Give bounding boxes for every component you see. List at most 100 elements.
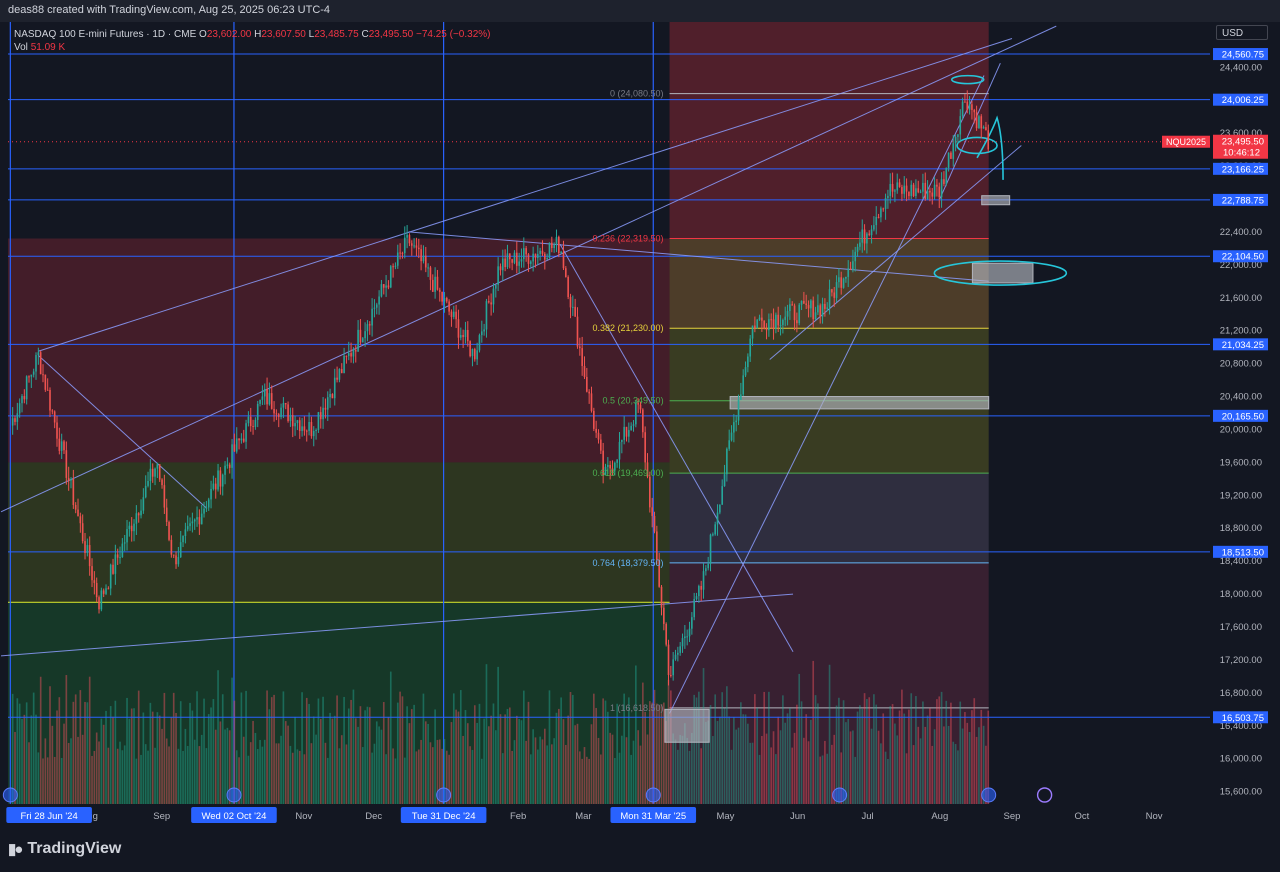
volume-bar: [289, 745, 292, 804]
volume-bar: [270, 697, 273, 804]
candle-body: [793, 305, 796, 321]
event-marker-icon[interactable]: [645, 787, 661, 803]
date-highlight-badge: [400, 807, 487, 823]
volume-bar: [985, 745, 987, 804]
volume-bar: [354, 718, 357, 804]
event-marker-icon[interactable]: [832, 787, 848, 803]
volume-bar: [72, 701, 75, 804]
volume-bar: [277, 743, 280, 804]
volume-bar: [184, 728, 187, 804]
date-highlight-text: Wed 02 Oct '24: [201, 811, 266, 822]
volume-bar: [593, 693, 595, 804]
currency-selector[interactable]: USD: [1216, 25, 1268, 40]
price-tick: 23,600.00: [1220, 128, 1262, 139]
candle-body: [681, 638, 684, 647]
volume-bar: [294, 716, 296, 804]
volume-bar: [51, 725, 54, 804]
candle-body: [296, 420, 299, 424]
candle-body: [81, 523, 84, 542]
candle-body: [938, 186, 941, 198]
volume-bar: [217, 670, 219, 804]
volume-bar: [462, 735, 464, 804]
volume-bar: [247, 755, 250, 804]
volume-bar: [109, 706, 112, 804]
event-marker-icon[interactable]: [2, 787, 18, 803]
event-marker-icon[interactable]: [981, 787, 997, 803]
candle-body: [427, 267, 429, 269]
candle-body: [695, 596, 698, 600]
candle-body: [543, 253, 546, 260]
volume-bar: [691, 732, 693, 804]
volume-bar: [749, 742, 752, 804]
candle-body: [420, 249, 422, 262]
volume-bar: [721, 692, 724, 804]
price-tick: 20,800.00: [1220, 359, 1262, 370]
price-chart[interactable]: 0 (24,080.50) 0.236 (22,319.50) 0.382 (21,…: [0, 22, 1280, 826]
volume-bar: [168, 746, 170, 804]
volume-bar: [866, 699, 868, 804]
candle-body: [586, 376, 588, 392]
price-tick: 15,600.00: [1220, 787, 1262, 798]
candle-body: [756, 319, 759, 329]
candle-body: [490, 302, 492, 305]
volume-bar: [156, 712, 159, 804]
candle-body: [828, 289, 831, 308]
candle-body: [600, 439, 602, 451]
volume-bar: [723, 708, 726, 804]
volume-bar: [296, 749, 299, 804]
trend-line: [38, 37, 1013, 352]
candle-body: [14, 418, 16, 422]
brand-name: TradingView: [27, 840, 122, 857]
volume-bar: [880, 743, 882, 804]
volume-bar: [497, 666, 499, 804]
candle-body: [805, 303, 808, 306]
candle-body: [583, 365, 586, 377]
candle-body: [954, 136, 957, 144]
volume-bar: [121, 750, 124, 804]
candle-body: [198, 517, 201, 525]
candle-body: [364, 331, 366, 339]
candle-body: [119, 557, 121, 559]
candle-body: [60, 441, 63, 451]
volume-bar: [555, 712, 558, 804]
candle-body: [642, 409, 644, 433]
candle-body: [740, 394, 742, 400]
candle-body: [93, 580, 96, 583]
candle-body: [44, 374, 47, 390]
level-badge-text: 21,034.25: [1222, 340, 1264, 351]
candle-body: [102, 590, 105, 594]
volume-bar: [817, 703, 819, 804]
volume-bar: [240, 692, 243, 804]
candle-body: [833, 292, 836, 298]
volume-bar: [625, 737, 628, 804]
volume-bar: [490, 715, 492, 804]
volume-bar: [791, 747, 794, 804]
candle-body: [32, 371, 35, 375]
left-zone-band: [8, 238, 670, 463]
candle-body: [116, 554, 119, 558]
volume-bar: [730, 749, 733, 804]
volume-bar: [431, 747, 434, 804]
trend-line: [669, 75, 985, 714]
candle-body: [98, 597, 100, 610]
price-tick: 16,400.00: [1220, 721, 1262, 732]
event-marker-icon[interactable]: [436, 787, 452, 803]
volume-bar: [466, 723, 469, 804]
volume-bar: [800, 701, 803, 804]
candle-body: [536, 253, 539, 258]
volume-bar: [37, 752, 40, 804]
candle-body: [819, 305, 822, 317]
candle-body: [462, 335, 464, 338]
candle-body: [149, 468, 152, 481]
volume-bar: [693, 694, 696, 804]
event-marker-icon[interactable]: [226, 787, 242, 803]
candle-body: [350, 353, 352, 357]
volume-bar: [529, 754, 532, 804]
candle-body: [782, 319, 784, 326]
volume-bar: [747, 723, 749, 804]
candle-body: [581, 348, 583, 366]
volume-bar: [602, 698, 604, 804]
left-zone-band: [8, 462, 670, 603]
future-event-icon[interactable]: [1036, 787, 1053, 803]
price-axis: 24,400.0024,000.0023,600.0023,200.0022,4…: [1162, 22, 1280, 804]
